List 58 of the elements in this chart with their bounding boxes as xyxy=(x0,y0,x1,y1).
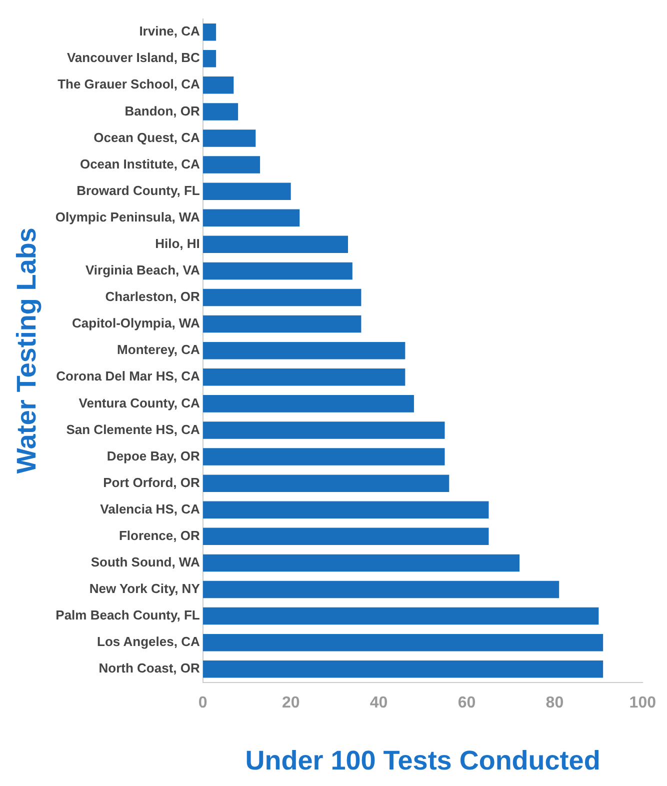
y-axis-title: Water Testing Labs xyxy=(12,228,42,474)
bar xyxy=(202,474,450,492)
bar xyxy=(202,528,489,546)
y-tick-label: Ocean Institute, CA xyxy=(80,156,200,172)
bar xyxy=(202,422,445,439)
y-tick-label: Irvine, CA xyxy=(139,24,200,39)
bar xyxy=(202,634,604,652)
y-tick-label: Corona Del Mar HS, CA xyxy=(56,368,200,384)
bar xyxy=(202,156,260,174)
x-tick-label: 0 xyxy=(198,694,208,712)
bar xyxy=(202,554,520,572)
y-tick-label: Broward County, FL xyxy=(76,182,200,198)
y-tick-label: Ventura County, CA xyxy=(78,395,200,410)
x-tick-label: 60 xyxy=(458,694,476,712)
y-tick-label: New York City, NY xyxy=(89,581,200,596)
y-tick-label: Hilo, HI xyxy=(155,236,200,251)
bar xyxy=(202,50,216,68)
bar xyxy=(202,448,445,466)
y-tick-label: Palm Beach County, FL xyxy=(56,608,200,623)
bar xyxy=(202,660,604,678)
bar xyxy=(202,23,216,41)
x-axis-title: Under 100 Tests Conducted xyxy=(245,745,600,776)
x-tick-label: 20 xyxy=(282,694,300,712)
bar xyxy=(202,288,362,306)
bar xyxy=(202,209,300,227)
y-tick-label: Monterey, CA xyxy=(117,342,200,358)
y-tick-label: Depoe Bay, OR xyxy=(106,448,200,464)
bar xyxy=(202,103,238,120)
bar xyxy=(202,501,489,518)
x-tick-label: 40 xyxy=(370,694,388,712)
y-tick-label: Bandon, OR xyxy=(124,103,200,118)
bar xyxy=(202,342,406,360)
bar xyxy=(202,607,599,625)
bar xyxy=(202,580,560,598)
y-tick-label: North Coast, OR xyxy=(98,660,200,676)
bar xyxy=(202,236,348,254)
bar xyxy=(202,315,362,333)
y-tick-label: Virginia Beach, VA xyxy=(85,262,200,278)
bar xyxy=(202,368,406,386)
y-tick-label: Charleston, OR xyxy=(105,289,200,304)
y-tick-label: San Clemente HS, CA xyxy=(66,422,200,437)
bar xyxy=(202,182,291,200)
bar xyxy=(202,76,234,94)
x-tick-label: 100 xyxy=(629,694,656,712)
y-tick-label: South Sound, WA xyxy=(90,554,200,570)
y-tick-label: Florence, OR xyxy=(118,528,200,543)
x-tick-label: 80 xyxy=(546,694,564,712)
bar xyxy=(202,130,256,147)
y-tick-label: Los Angeles, CA xyxy=(97,634,200,650)
bar xyxy=(202,262,352,280)
y-tick-label: Capitol-Olympia, WA xyxy=(72,316,200,331)
y-tick-label: Ocean Quest, CA xyxy=(94,130,200,145)
y-tick-label: The Grauer School, CA xyxy=(58,76,200,92)
y-tick-label: Vancouver Island, BC xyxy=(66,50,200,66)
y-tick-label: Port Orford, OR xyxy=(103,474,200,490)
y-tick-label: Olympic Peninsula, WA xyxy=(55,209,200,224)
bar xyxy=(202,395,414,412)
y-tick-label: Valencia HS, CA xyxy=(100,501,200,516)
